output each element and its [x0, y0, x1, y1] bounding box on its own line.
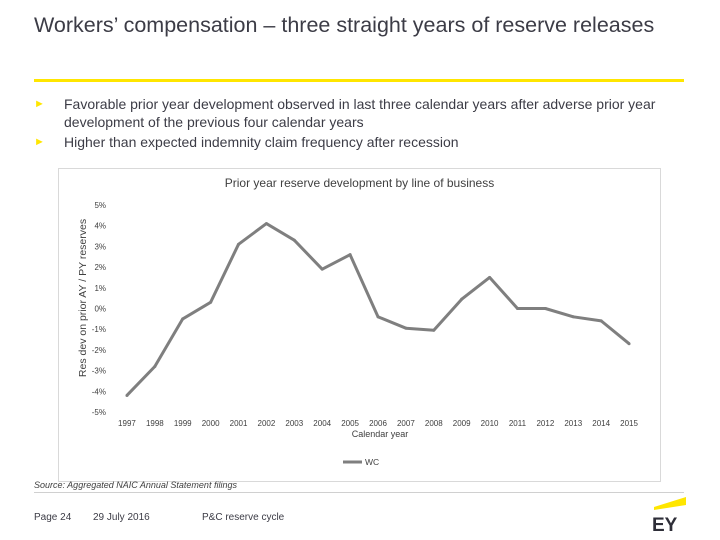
- y-axis-label: Res dev on prior AY / PY reserves: [77, 219, 89, 377]
- y-tick-label: 2%: [94, 263, 106, 272]
- bullet-list: ► Favorable prior year development obser…: [34, 95, 694, 153]
- data-point: [432, 328, 436, 332]
- x-tick-label: 2007: [397, 419, 415, 428]
- x-tick-label: 2015: [620, 419, 638, 428]
- data-point: [627, 342, 631, 346]
- data-point: [237, 242, 241, 246]
- data-point: [404, 326, 408, 330]
- data-point: [599, 319, 603, 323]
- data-point: [376, 315, 380, 319]
- x-tick-label: 1998: [146, 419, 164, 428]
- footer-date: 29 July 2016: [93, 512, 150, 523]
- x-tick-label: 2014: [592, 419, 610, 428]
- series-line-wc: [125, 222, 631, 397]
- data-point: [320, 267, 324, 271]
- data-point: [181, 317, 185, 321]
- x-tick-label: 2008: [425, 419, 443, 428]
- data-point: [209, 300, 213, 304]
- chart-container: Prior year reserve development by line o…: [58, 168, 661, 482]
- bullet-arrow-icon: ►: [34, 136, 45, 148]
- footer-section: P&C reserve cycle: [202, 512, 285, 523]
- x-tick-label: 2003: [285, 419, 303, 428]
- bullet-text: Favorable prior year development observe…: [64, 96, 656, 130]
- x-tick-label: 2010: [481, 419, 499, 428]
- data-point: [153, 364, 157, 368]
- data-point: [264, 222, 268, 226]
- y-tick-label: -4%: [92, 387, 106, 396]
- x-tick-label: 2013: [564, 419, 582, 428]
- x-tick-label: 2001: [230, 419, 248, 428]
- x-tick-label: 2002: [258, 419, 276, 428]
- y-tick-label: 4%: [94, 222, 106, 231]
- bullet-text: Higher than expected indemnity claim fre…: [64, 134, 459, 150]
- ey-logo-beam: [654, 497, 686, 510]
- data-point: [543, 307, 547, 310]
- plot-area: [125, 222, 631, 397]
- title-divider: [34, 79, 684, 82]
- page-number: Page 24: [34, 512, 72, 523]
- x-axis-label: Calendar year: [352, 429, 409, 439]
- bullet-item: ► Higher than expected indemnity claim f…: [34, 133, 694, 151]
- x-tick-label: 2004: [313, 419, 331, 428]
- x-tick-label: 1999: [174, 419, 192, 428]
- footer-divider: [34, 492, 684, 493]
- data-point: [488, 275, 492, 279]
- y-tick-label: 1%: [94, 284, 106, 293]
- y-tick-label: -1%: [92, 325, 106, 334]
- y-tick-label: -5%: [92, 408, 106, 417]
- data-point: [348, 253, 352, 257]
- legend: WC: [343, 457, 379, 467]
- y-tick-label: 3%: [94, 242, 106, 251]
- source-note: Source: Aggregated NAIC Annual Statement…: [34, 480, 237, 490]
- line-chart: Res dev on prior AY / PY reserves 5% 4% 3%…: [77, 201, 639, 467]
- x-tick-label: 2012: [536, 419, 554, 428]
- bullet-item: ► Favorable prior year development obser…: [34, 95, 694, 131]
- ey-logo-text: EY: [652, 515, 678, 533]
- y-axis-ticks: 5% 4% 3% 2% 1% 0% -1% -2% -3% -4% -5%: [92, 201, 106, 417]
- data-point: [571, 315, 575, 319]
- x-tick-label: 2005: [341, 419, 359, 428]
- data-point: [515, 307, 519, 310]
- data-point: [460, 297, 464, 301]
- y-tick-label: 5%: [94, 201, 106, 210]
- ey-logo: EY: [652, 497, 686, 533]
- x-tick-label: 2009: [453, 419, 471, 428]
- y-tick-label: 0%: [94, 305, 106, 314]
- legend-label-wc: WC: [365, 457, 379, 467]
- bullet-arrow-icon: ►: [34, 98, 45, 110]
- data-point: [125, 393, 129, 397]
- x-tick-label: 2006: [369, 419, 387, 428]
- y-tick-label: -3%: [92, 367, 106, 376]
- x-tick-label: 2000: [202, 419, 220, 428]
- x-tick-label: 2011: [509, 419, 527, 428]
- slide-title: Workers’ compensation – three straight y…: [34, 13, 655, 37]
- x-tick-label: 1997: [118, 419, 136, 428]
- y-tick-label: -2%: [92, 346, 106, 355]
- data-point: [292, 238, 296, 242]
- x-axis-ticks: 1997 1998 1999 2000 2001 2002 2003 2004 2005 2006…: [118, 419, 638, 428]
- chart-title: Prior year reserve development by line o…: [224, 176, 495, 190]
